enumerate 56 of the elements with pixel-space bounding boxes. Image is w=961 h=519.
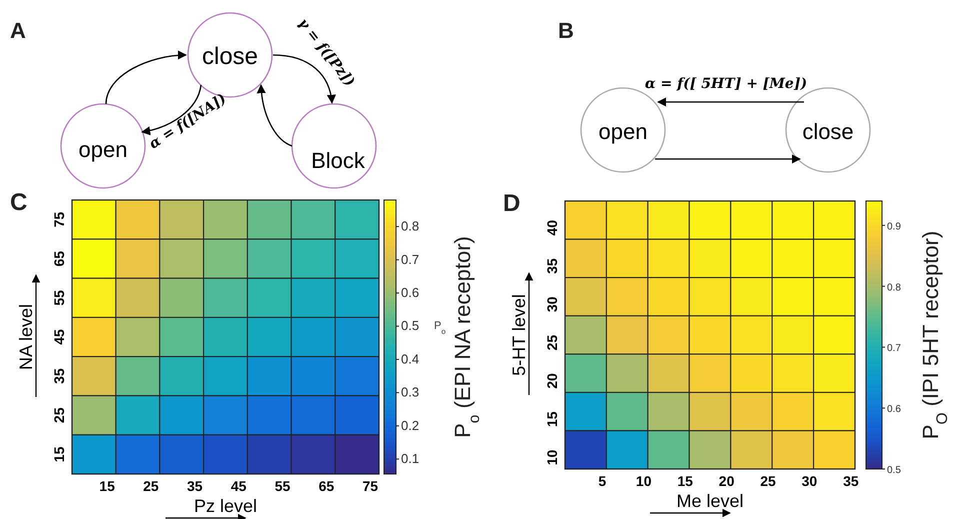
chart-title: D — [503, 190, 520, 217]
y-tick-label: 20 — [544, 372, 560, 389]
y-tick-label: 35 — [544, 258, 560, 274]
color-bar-label: 0.1 — [401, 451, 420, 466]
text: open — [78, 137, 128, 162]
y-axis-title: NA level — [16, 304, 36, 370]
color-bar-label: 0.5 — [401, 318, 420, 334]
y-tick-label: 45 — [51, 329, 67, 345]
color-bar-label: 0.2 — [401, 418, 420, 433]
x-tick-label: 65 — [318, 478, 334, 494]
x-tick-label: 20 — [718, 473, 735, 489]
x-tick-label: 15 — [677, 473, 694, 489]
y-tick-label: 25 — [544, 334, 560, 350]
y-tick-label: 65 — [51, 250, 67, 267]
x-tick-label: 10 — [636, 473, 652, 489]
text: close — [202, 43, 258, 70]
y-axis-title: 5-HT level — [509, 294, 529, 376]
color-bar-label: 0.4 — [401, 351, 420, 366]
x-tick-label: 5 — [598, 473, 606, 489]
color-bar-label: 0.7 — [401, 252, 420, 267]
color-bar-label: 0.6 — [887, 404, 902, 416]
text: A — [10, 18, 26, 43]
x-tick-label: 45 — [230, 478, 247, 494]
text: open — [598, 119, 648, 144]
x-tick-label: 25 — [143, 478, 159, 494]
color-bar-label: 0.8 — [887, 282, 902, 294]
y-tick-label: 15 — [544, 411, 560, 428]
color-bar-label: 0.3 — [401, 384, 420, 400]
color-bar-label: 0.5 — [887, 465, 902, 476]
color-bar-label: 0.7 — [887, 343, 902, 354]
y-tick-label: 55 — [51, 290, 67, 306]
x-tick-label: 15 — [99, 478, 116, 494]
x-axis-title: Me level — [676, 491, 744, 511]
x-tick-label: 75 — [362, 478, 378, 494]
x-tick-label: 30 — [802, 473, 818, 489]
y-tick-label: 25 — [51, 407, 67, 424]
y-tick-label: 15 — [51, 446, 67, 462]
chart-title: C — [10, 189, 28, 216]
y-tick-label: 35 — [51, 368, 67, 384]
text: Block — [311, 148, 366, 173]
y-tick-label: 40 — [544, 220, 560, 236]
text: α = f([ 5HT] + [Me]) — [644, 76, 808, 92]
y-tick-label: 30 — [544, 296, 560, 312]
color-bar-label: 0.9 — [887, 221, 902, 232]
color-bar-label: 0.8 — [401, 218, 420, 234]
y-tick-label: 10 — [544, 450, 560, 466]
text: B — [558, 18, 574, 43]
x-axis-title: Pz level — [194, 496, 258, 516]
color-bar-label: 0.6 — [401, 284, 420, 300]
x-tick-label: 35 — [187, 478, 203, 494]
y-tick-label: 75 — [51, 212, 67, 228]
x-tick-label: 25 — [760, 473, 776, 489]
x-tick-label: 55 — [274, 478, 291, 494]
text: close — [802, 119, 854, 144]
text: P$_{o}$ — [434, 320, 446, 336]
x-tick-label: 35 — [843, 473, 859, 489]
